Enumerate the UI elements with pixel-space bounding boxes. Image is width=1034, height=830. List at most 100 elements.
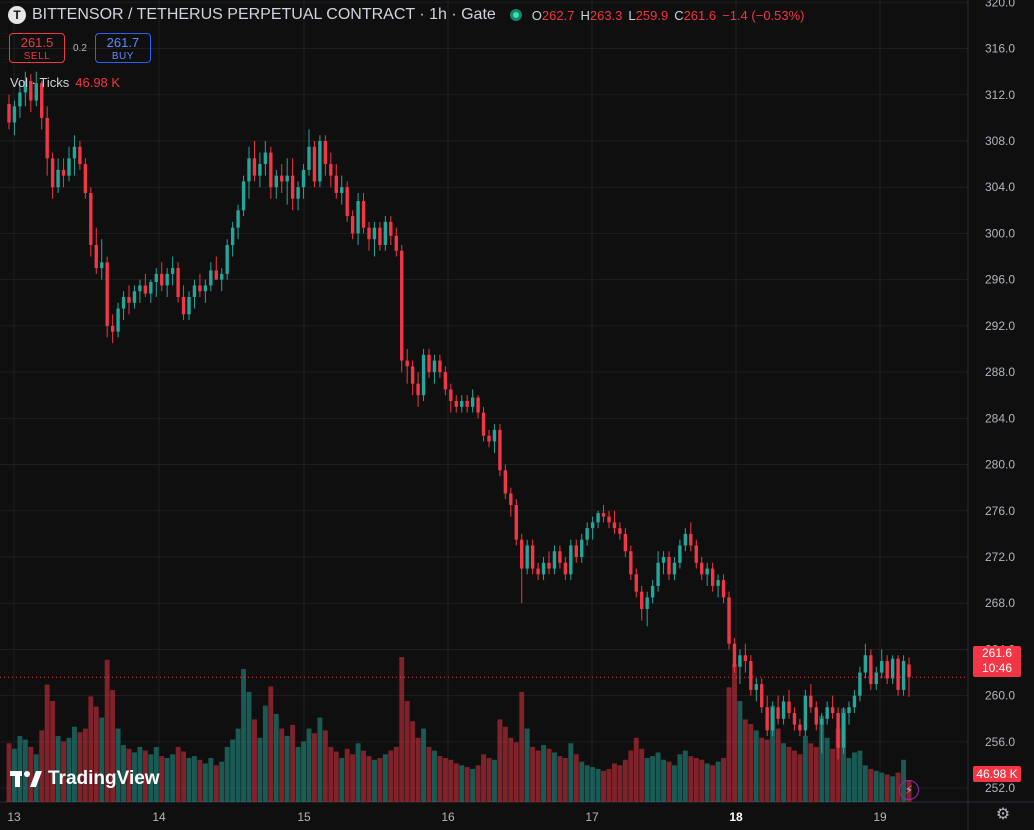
candle-body [514,505,518,540]
candle-body [181,296,186,315]
volume-bar [317,717,323,802]
volume-bar [202,763,208,802]
candle-body [280,175,284,182]
tradingview-logo[interactable]: TradingView [10,768,160,790]
volume-legend[interactable]: Vol · Ticks 46.98 K [10,75,120,90]
volume-bar [595,768,601,802]
volume-bar [219,761,225,802]
candle-body [650,585,655,598]
candle-body [645,597,649,610]
candle-body [340,187,344,193]
candle-body [825,707,829,719]
candle-body [356,201,360,234]
ohlc-readout: O262.7 H263.3 L259.9 C261.6 −1.4 (−0.53%… [531,7,805,23]
volume-bar [372,759,377,802]
candle-body [776,707,780,719]
candle-body [470,397,475,407]
candle-body [94,244,98,269]
volume-bar [301,741,306,802]
candle-body [465,401,469,407]
volume-bar [568,743,574,802]
volume-bar [639,748,645,802]
volume-bar [399,657,405,802]
candle-body [110,325,115,332]
candle-body [410,366,415,384]
buy-button[interactable]: 261.7 BUY [94,33,151,63]
volume-bar [257,737,263,802]
volume-bar [415,737,421,802]
volume-bar [693,757,699,802]
candle-body [83,164,88,193]
candle-body [383,221,388,245]
candle-body [307,146,311,170]
candle-body [749,661,753,690]
volume-bar [633,737,639,802]
volume-bar [612,763,617,802]
volume-bar [775,728,781,802]
candle-body [367,227,371,240]
candle-body [509,493,513,506]
live-status-icon [509,9,522,21]
candle-body [683,533,688,546]
volume-bar [824,737,830,802]
candle-body [689,533,693,546]
volume-bar [606,768,612,802]
candle-body [716,580,720,586]
candle-body [334,175,338,193]
candle-body [869,655,873,685]
volume-bar [486,757,492,802]
volume-bar [502,726,508,802]
y-tick-label: 320.0 [985,0,1015,9]
chart-title[interactable]: BITTENSOR / TETHERUS PERPETUAL CONTRACT … [32,6,496,23]
volume-bar [333,751,339,802]
candle-body [329,164,333,176]
symbol-icon[interactable]: T [8,6,26,24]
volume-bar [197,759,203,802]
volume-bar [470,768,476,802]
volume-bar [115,728,121,802]
volume-bar [726,687,732,802]
volume-bar [339,757,345,802]
candle-body [498,429,502,471]
volume-bar [159,756,165,802]
volume-bar [312,733,317,802]
last-price: 261.6 [981,646,1013,660]
candle-body [640,591,644,610]
candle-body [236,210,240,228]
y-tick-label: 316.0 [985,42,1015,56]
volume-bar [552,752,557,802]
candle-body [530,545,535,569]
volume-bar [808,743,814,802]
volume-bar [884,774,890,802]
candle-body [563,562,568,575]
candle-body [421,354,426,396]
volume-bar [404,701,410,802]
chart-header: T BITTENSOR / TETHERUS PERPETUAL CONTRAC… [8,6,805,24]
candle-body [394,235,398,251]
sell-button[interactable]: 261.5 SELL [9,33,65,63]
volume-bar [164,757,170,802]
gear-icon[interactable]: ⚙ [995,806,1011,823]
candle-body [661,557,666,563]
candle-body [361,201,366,228]
volume-bar [879,772,885,802]
candle-body [547,562,551,569]
volume-bar [541,745,546,802]
volume-legend-value: 46.98 K [75,75,121,90]
candle-body [149,281,153,294]
candle-body [727,597,731,644]
candle-body [127,296,131,303]
volume-bar [306,728,312,802]
y-tick-label: 284.0 [985,411,1015,425]
candle-body [241,181,246,211]
candle-body [12,106,17,123]
volume-bar [715,761,721,802]
candle-body [176,268,180,297]
volume-bar [28,746,34,802]
lightning-icon[interactable]: ⚡ [899,780,919,800]
volume-bar [328,746,334,802]
volume-bar [290,724,296,802]
volume-bar [66,737,72,802]
